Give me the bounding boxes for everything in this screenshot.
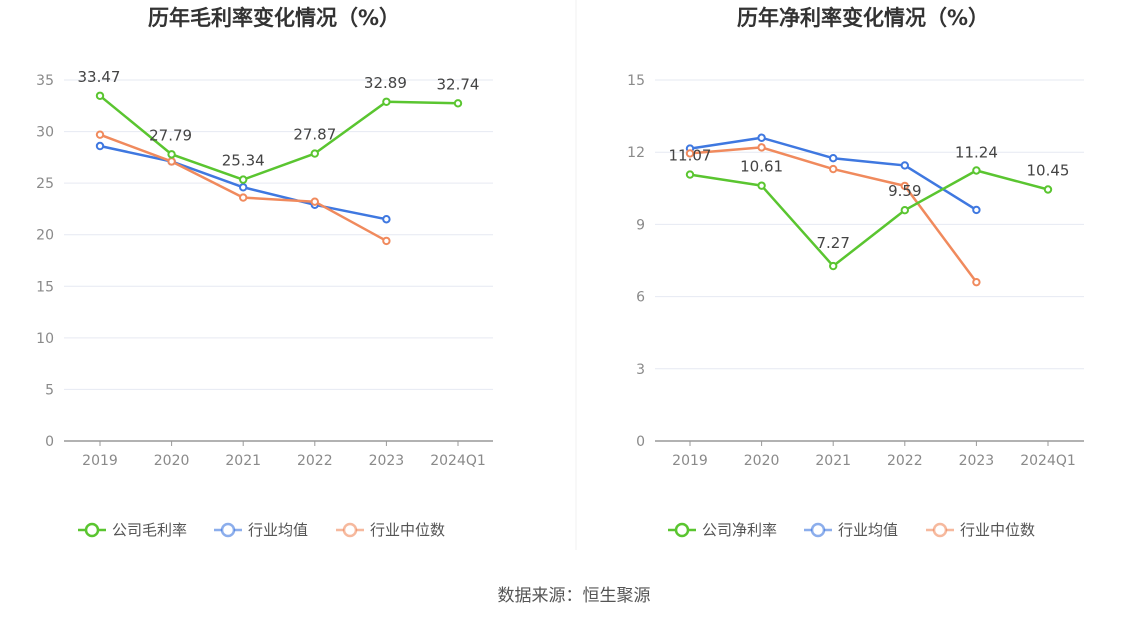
y-tick-label: 0 (636, 434, 645, 450)
y-tick-label: 12 (627, 145, 645, 161)
legend-marker (84, 522, 100, 538)
series-line-0 (99, 94, 459, 181)
data-point (239, 183, 248, 192)
data-point (95, 141, 105, 151)
x-tick-label: 2019 (672, 453, 708, 469)
data-point (829, 154, 838, 163)
legend-marker (810, 522, 826, 538)
x-tick-label: 2023 (959, 453, 995, 469)
x-tick-label: 2021 (225, 453, 261, 469)
data-source-note: 数据来源：恒生聚源 (497, 586, 651, 606)
x-tick-label: 2024Q1 (1020, 453, 1076, 469)
data-label: 10.61 (740, 158, 783, 176)
y-tick-label: 9 (636, 217, 645, 233)
legend-marker (932, 522, 948, 538)
y-tick-label: 15 (36, 279, 54, 295)
data-point (382, 97, 391, 106)
data-point (382, 236, 391, 246)
data-point (829, 261, 838, 271)
x-tick-label: 2022 (297, 453, 333, 469)
data-point (972, 166, 981, 175)
data-point (900, 161, 909, 170)
y-tick-label: 10 (36, 331, 54, 347)
chart-title-0: 历年毛利率变化情况（%） (148, 6, 400, 30)
data-label: 32.74 (437, 75, 480, 93)
data-point (453, 99, 463, 108)
data-label: 25.34 (222, 152, 265, 170)
series-line-0 (689, 169, 1049, 268)
data-label: 10.45 (1027, 162, 1070, 180)
data-label: 11.24 (955, 143, 998, 161)
y-tick-label: 35 (36, 73, 54, 89)
data-point (972, 205, 981, 215)
y-tick-label: 30 (36, 125, 54, 141)
y-tick-label: 25 (36, 176, 54, 192)
y-tick-label: 0 (45, 434, 54, 450)
legend-label: 行业中位数 (370, 521, 445, 539)
data-point (900, 206, 909, 215)
data-point (829, 164, 838, 174)
data-label: 9.59 (888, 182, 921, 200)
data-point (167, 150, 176, 159)
data-label: 27.79 (149, 126, 192, 144)
data-point (95, 130, 105, 139)
y-tick-label: 5 (45, 382, 54, 398)
chart-title-1: 历年净利率变化情况（%） (737, 6, 989, 30)
data-point (685, 170, 695, 179)
data-point (310, 197, 319, 206)
legend-label: 公司净利率 (702, 521, 777, 539)
y-tick-label: 3 (636, 362, 645, 378)
x-tick-label: 2023 (369, 453, 405, 469)
data-point (972, 277, 981, 287)
data-point (757, 143, 766, 152)
x-tick-label: 2019 (82, 453, 118, 469)
legend-label: 行业均值 (838, 521, 898, 539)
data-point (239, 175, 248, 184)
x-tick-label: 2022 (887, 453, 923, 469)
data-label: 27.87 (293, 126, 336, 144)
data-point (685, 149, 695, 158)
data-point (1043, 185, 1053, 194)
x-tick-label: 2021 (815, 453, 851, 469)
x-tick-label: 2020 (154, 453, 190, 469)
data-point (900, 181, 909, 191)
legend-label: 行业均值 (248, 521, 308, 539)
data-point (310, 149, 319, 158)
x-tick-label: 2020 (744, 453, 780, 469)
data-label: 33.47 (78, 68, 121, 86)
data-label: 11.07 (669, 147, 712, 165)
y-tick-label: 20 (36, 228, 54, 244)
data-label: 7.27 (816, 234, 849, 252)
legend-label: 公司毛利率 (112, 521, 187, 539)
legend-marker (220, 522, 236, 538)
legend-marker (674, 522, 690, 538)
data-point (757, 181, 766, 190)
legend-label: 行业中位数 (960, 521, 1035, 539)
data-point (95, 91, 105, 100)
x-tick-label: 2024Q1 (430, 453, 486, 469)
legend-marker (342, 522, 358, 538)
y-tick-label: 6 (636, 290, 645, 306)
data-point (757, 133, 766, 142)
data-label: 32.89 (364, 74, 407, 92)
data-point (167, 157, 176, 166)
y-tick-label: 15 (627, 73, 645, 89)
data-point (382, 215, 391, 224)
data-point (239, 193, 248, 202)
